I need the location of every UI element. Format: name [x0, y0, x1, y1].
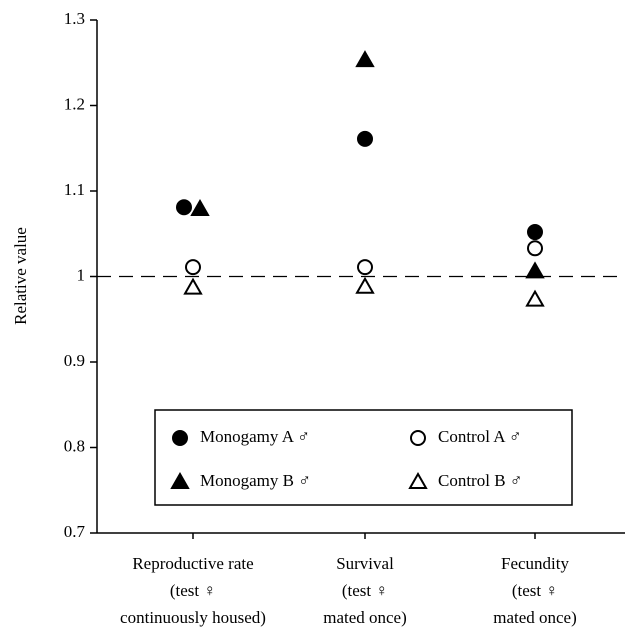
- legend-label: Control B ♂: [438, 471, 523, 490]
- data-point: [357, 130, 373, 147]
- y-tick-label: 0.9: [64, 351, 85, 370]
- y-tick-label: 1: [77, 265, 86, 284]
- legend-marker: [170, 471, 190, 489]
- legend-label: Monogamy B ♂: [200, 471, 311, 490]
- data-point: [190, 198, 210, 216]
- x-tick-label: Reproductive rate: [132, 554, 253, 573]
- data-point: [355, 276, 375, 294]
- x-tick-label: (test ♀: [342, 581, 388, 600]
- legend-box: [154, 409, 573, 506]
- data-point: [185, 259, 201, 276]
- x-tick-label: mated once): [323, 608, 407, 627]
- data-point: [527, 240, 543, 257]
- y-tick-label: 1.1: [64, 180, 85, 199]
- y-tick-label: 0.7: [64, 522, 86, 541]
- legend-marker: [408, 471, 428, 489]
- legend-label: Control A ♂: [438, 427, 522, 446]
- x-tick-label: (test ♀: [170, 581, 216, 600]
- legend-marker: [410, 430, 426, 446]
- data-point: [527, 224, 543, 241]
- data-point: [355, 50, 375, 68]
- y-axis-label: Relative value: [11, 227, 30, 325]
- y-tick-label: 1.3: [64, 9, 85, 28]
- legend-label: Monogamy A ♂: [200, 427, 310, 446]
- y-tick-label: 0.8: [64, 436, 85, 455]
- data-point: [183, 277, 203, 295]
- x-tick-label: Survival: [336, 554, 394, 573]
- y-tick-label: 1.2: [64, 94, 85, 113]
- x-tick-label: (test ♀: [512, 581, 558, 600]
- legend-marker: [172, 430, 188, 446]
- data-point: [357, 259, 373, 276]
- x-tick-label: Fecundity: [501, 554, 569, 573]
- data-point: [176, 199, 192, 216]
- data-point: [525, 289, 545, 307]
- x-tick-label: continuously housed): [120, 608, 266, 627]
- data-point: [525, 261, 545, 279]
- x-tick-label: mated once): [493, 608, 577, 627]
